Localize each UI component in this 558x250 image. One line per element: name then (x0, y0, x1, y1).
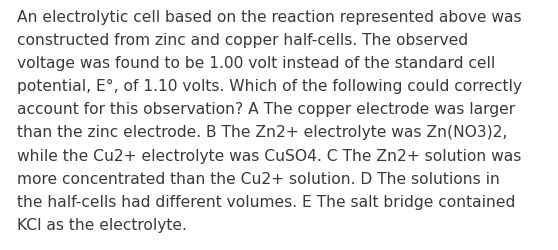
Text: constructed from zinc and copper half-cells. The observed: constructed from zinc and copper half-ce… (17, 33, 468, 48)
Text: while the Cu2+ electrolyte was CuSO4. C The Zn2+ solution was: while the Cu2+ electrolyte was CuSO4. C … (17, 148, 521, 163)
Text: An electrolytic cell based on the reaction represented above was: An electrolytic cell based on the reacti… (17, 10, 521, 25)
Text: potential, E°, of 1.10 volts. Which of the following could correctly: potential, E°, of 1.10 volts. Which of t… (17, 79, 522, 94)
Text: the half-cells had different volumes. E The salt bridge contained: the half-cells had different volumes. E … (17, 194, 515, 209)
Text: more concentrated than the Cu2+ solution. D The solutions in: more concentrated than the Cu2+ solution… (17, 171, 499, 186)
Text: than the zinc electrode. B The Zn2+ electrolyte was Zn(NO3)2,: than the zinc electrode. B The Zn2+ elec… (17, 125, 507, 140)
Text: account for this observation? A The copper electrode was larger: account for this observation? A The copp… (17, 102, 515, 117)
Text: voltage was found to be 1.00 volt instead of the standard cell: voltage was found to be 1.00 volt instea… (17, 56, 495, 71)
Text: KCl as the electrolyte.: KCl as the electrolyte. (17, 217, 186, 232)
